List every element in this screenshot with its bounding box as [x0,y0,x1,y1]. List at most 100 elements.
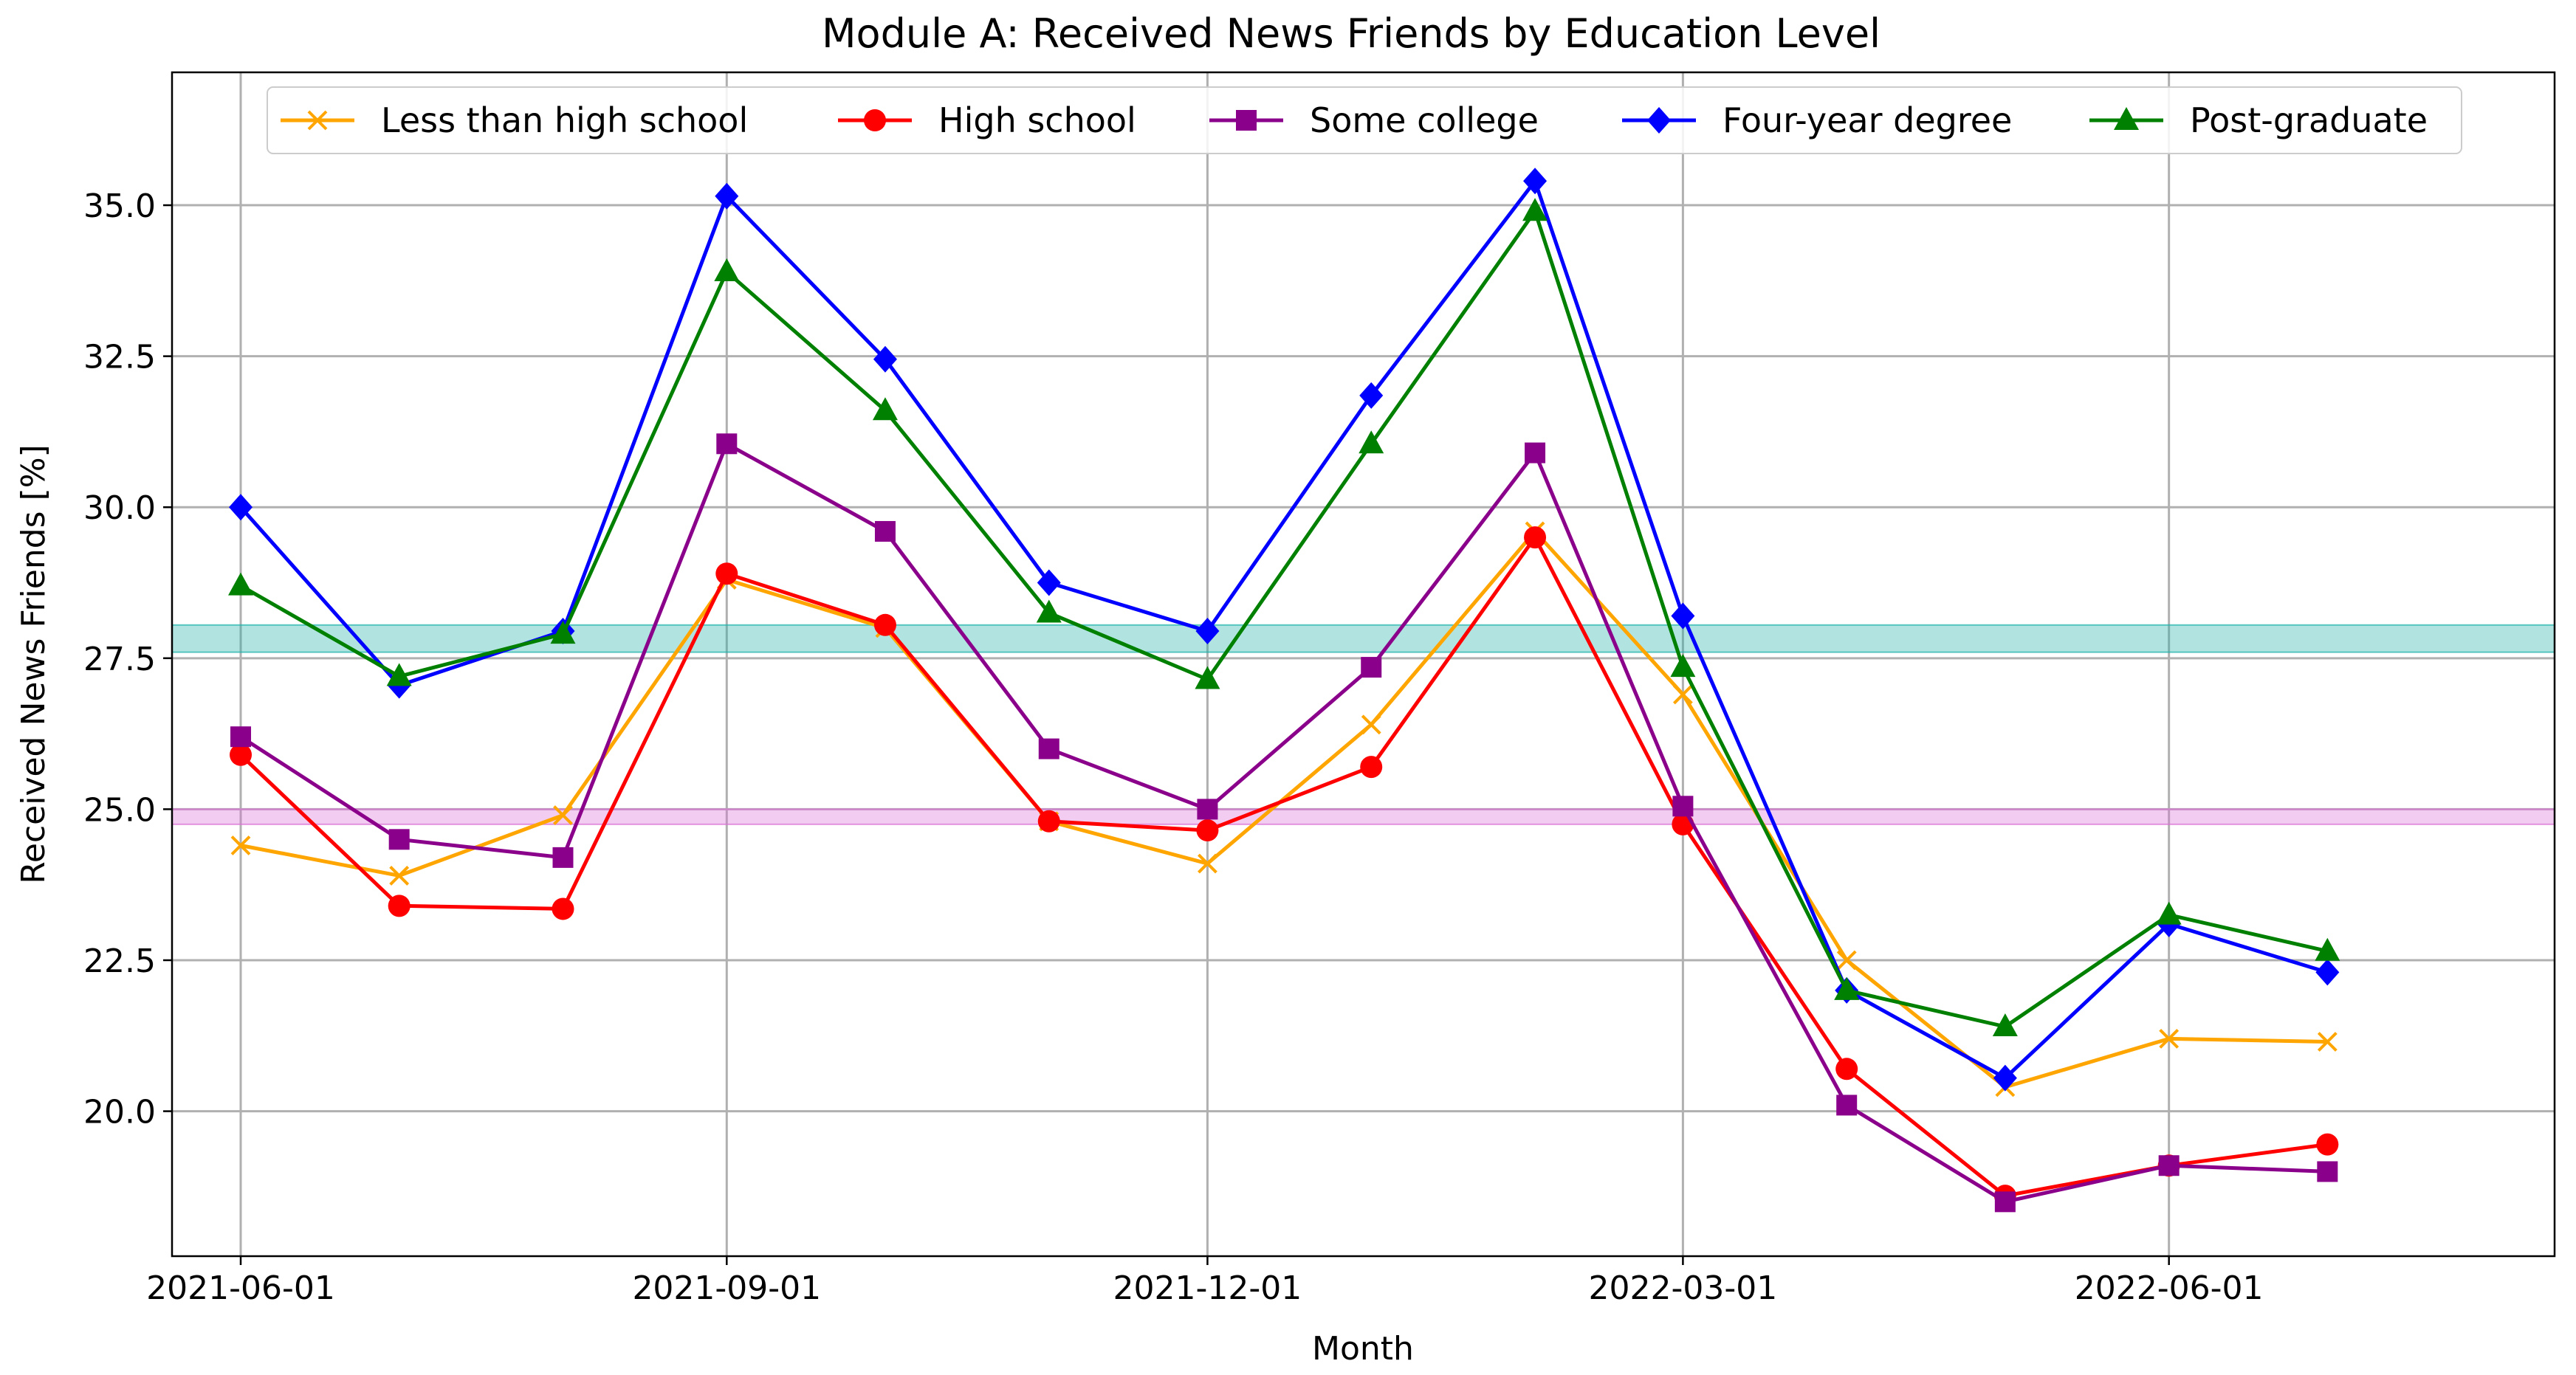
y-tick-label-4: 30.0 [83,489,156,527]
point-4-9 [1670,654,1696,678]
series-line-0 [240,529,2328,1089]
point-0-0-stroke-b [230,835,251,855]
y-tick-label-1: 22.5 [83,942,156,980]
legend-marker-0-stroke-b [307,110,328,131]
point-1-6 [1196,819,1219,842]
series-line-4 [239,209,2328,1029]
legend-marker-4 [2114,107,2139,130]
point-3-0 [229,494,253,521]
y-axis-title: Received News Friends [%] [15,444,52,883]
point-0-12-stroke-b [2159,1028,2180,1049]
legend-label-3: Four-year degree [1723,100,2012,140]
point-4-5 [1036,599,1062,623]
x-tick-label-0: 2021-06-01 [146,1269,335,1307]
x-tick-label-1: 2021-09-01 [632,1269,821,1307]
legend: Less than high school High school Some col… [267,86,2462,154]
point-3-5 [1037,569,1061,596]
point-1-13 [2316,1133,2339,1156]
point-0-9 [1672,684,1693,705]
x-tick-label-4: 2022-06-01 [2075,1269,2264,1307]
point-1-4 [873,613,896,636]
point-0-7 [1361,714,1381,735]
y-tick-label-2: 25.0 [83,791,156,829]
series-line-1 [239,535,2328,1198]
ticks: 20.0 22.5 25.0 27.5 30.0 32.5 35.0 2021-06-01 20… [83,187,2263,1307]
point-4-3 [714,258,740,282]
legend-label-2: Some college [1310,100,1539,140]
legend-label-4: Post-graduate [2190,100,2428,140]
legend-label-0: Less than high school [381,100,748,140]
point-2-2 [552,847,574,868]
point-2-8 [1525,442,1546,463]
point-2-3 [716,433,738,455]
point-3-8 [1523,168,1548,195]
point-1-1 [388,895,411,917]
point-3-7 [1359,382,1384,409]
point-2-11 [1994,1191,2016,1213]
point-3-11 [1993,1064,2017,1092]
point-0-1-stroke-b [389,866,410,886]
point-4-2 [550,621,576,644]
point-2-5 [1038,738,1059,759]
x-tick-label-2: 2021-12-01 [1113,1269,1302,1307]
point-2-0 [230,726,252,748]
point-0-1 [389,866,410,886]
point-4-11 [1992,1013,2018,1037]
legend-marker-0 [307,110,328,131]
x-axis-title: Month [1312,1330,1414,1368]
chart-title: Module A: Received News Friends by Educa… [822,10,1881,57]
series-line-3 [239,179,2329,1081]
point-4-4 [872,397,898,421]
series-line-2 [239,441,2328,1204]
point-0-2-stroke-b [553,805,573,826]
point-4-0 [228,572,254,596]
point-0-12 [2159,1028,2180,1049]
legend-marker-3 [1647,107,1671,134]
point-1-7 [1360,756,1383,779]
point-4-8 [1522,198,1548,221]
point-0-10-stroke-b [1836,950,1857,971]
point-1-8 [1524,526,1547,549]
legend-marker-1 [864,109,886,131]
point-2-4 [874,520,896,542]
point-0-6-stroke-b [1198,853,1217,874]
point-2-10 [1836,1095,1858,1116]
point-0-9-stroke-b [1672,684,1693,705]
series-4 [228,198,2340,1037]
y-tick-label-0: 20.0 [83,1094,156,1131]
point-3-9 [1671,602,1695,630]
point-4-10 [1834,976,1860,1000]
point-1-0 [230,743,253,766]
y-tick-label-3: 27.5 [83,641,156,678]
point-1-5 [1037,810,1060,833]
point-0-7-stroke-b [1361,714,1381,735]
point-2-1 [388,829,410,850]
y-tick-label-5: 32.5 [83,339,156,376]
point-2-13 [2317,1161,2338,1182]
point-3-6 [1195,617,1220,644]
point-0-2 [553,805,573,826]
point-1-3 [715,562,738,585]
band-0 [171,624,2555,653]
point-3-3 [715,182,739,210]
point-3-4 [873,345,897,373]
point-4-13 [2315,937,2340,961]
point-0-0 [230,835,251,855]
legend-marker-2 [1236,110,1257,131]
point-1-10 [1835,1058,1858,1081]
legend-label-1: High school [938,100,1136,140]
point-0-13 [2317,1032,2338,1052]
x-tick-label-3: 2022-03-01 [1589,1269,1778,1307]
point-4-7 [1359,430,1384,454]
point-4-6 [1195,666,1220,689]
point-0-6 [1198,853,1217,874]
point-4-1 [386,663,412,686]
point-2-12 [2158,1155,2180,1176]
point-2-6 [1197,799,1218,820]
y-tick-label-6: 35.0 [83,187,156,225]
point-0-13-stroke-b [2317,1032,2338,1052]
point-2-9 [1672,796,1694,817]
point-3-13 [2315,959,2340,986]
band-1 [171,808,2555,825]
